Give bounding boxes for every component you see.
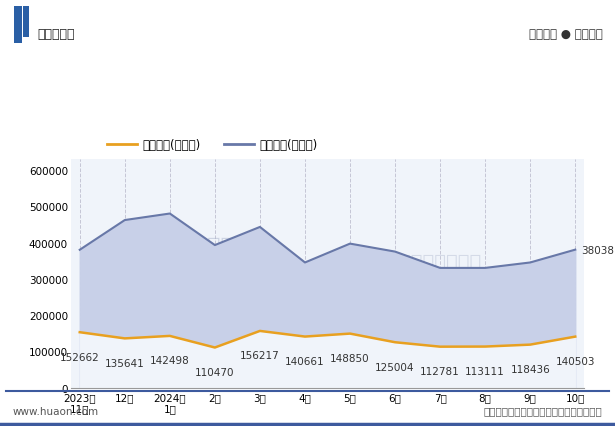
Text: 数据来源：中国海关，华经产业研究院整理: 数据来源：中国海关，华经产业研究院整理 bbox=[484, 406, 603, 416]
Text: 140661: 140661 bbox=[285, 356, 325, 366]
Text: 156217: 156217 bbox=[240, 351, 280, 360]
Text: 112781: 112781 bbox=[420, 366, 460, 376]
Text: 380381: 380381 bbox=[581, 245, 615, 255]
Text: 140503: 140503 bbox=[555, 356, 595, 366]
Text: 专业严谨 ● 客观科学: 专业严谨 ● 客观科学 bbox=[529, 28, 603, 40]
Legend: 出口总额(万美元), 进口总额(万美元): 出口总额(万美元), 进口总额(万美元) bbox=[102, 134, 323, 156]
Text: 152662: 152662 bbox=[60, 352, 100, 362]
Text: 华经产业研究院: 华经产业研究院 bbox=[168, 236, 261, 256]
Text: 华经情报网: 华经情报网 bbox=[37, 28, 74, 40]
Text: 华经产业研究院: 华经产业研究院 bbox=[399, 253, 482, 272]
Text: 142498: 142498 bbox=[150, 356, 189, 366]
Text: 148850: 148850 bbox=[330, 353, 370, 363]
Text: 118436: 118436 bbox=[510, 364, 550, 374]
Text: 135641: 135641 bbox=[105, 358, 145, 368]
Text: www.huaon.com: www.huaon.com bbox=[12, 406, 98, 416]
Text: www.huaon.com: www.huaon.com bbox=[163, 272, 266, 285]
Bar bbox=[23, 7, 29, 37]
Text: 125004: 125004 bbox=[375, 362, 415, 372]
Text: 110470: 110470 bbox=[195, 367, 234, 377]
Bar bbox=[14, 7, 22, 44]
Text: 2023-2024年唐山市(境内目的地/货源地)进、出口额: 2023-2024年唐山市(境内目的地/货源地)进、出口额 bbox=[156, 90, 459, 108]
Text: 113111: 113111 bbox=[466, 366, 505, 376]
